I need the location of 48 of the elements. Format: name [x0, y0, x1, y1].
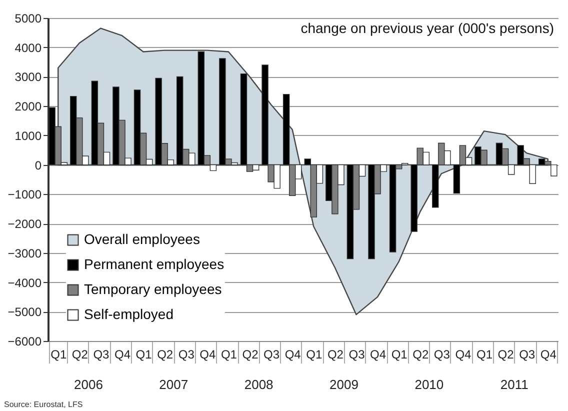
text: 2011: [500, 377, 528, 392]
y-tick-label: 0: [34, 158, 42, 172]
x-tick-label: Q4: [455, 348, 472, 362]
x-tick-label: Q4: [540, 348, 557, 362]
x-tick-label: Q1: [136, 348, 152, 362]
text: 2010: [414, 377, 444, 392]
x-tick-label: Q4: [370, 348, 386, 362]
legend-label: Overall employees: [84, 231, 200, 247]
y-tick-label: 5000: [14, 12, 42, 26]
text: 2007: [159, 377, 188, 392]
y-tick-label: −6000: [8, 334, 42, 348]
x-tick-label: Q3: [348, 348, 366, 362]
x-tick-label: Q2: [327, 348, 344, 362]
x-tick-label: Q2: [157, 348, 174, 362]
legend-label: Permanent employees: [84, 256, 224, 272]
source-note: Source: Eurostat, LFS: [4, 400, 83, 409]
x-tick-label: Q1: [220, 348, 238, 362]
text: 2008: [244, 377, 274, 392]
x-tick-label: Q2: [242, 348, 259, 362]
y-tick-label: −3000: [8, 246, 42, 260]
y-tick-label: 3000: [14, 70, 42, 84]
y-tick-label: −1000: [8, 188, 42, 202]
x-tick-label: Q2: [498, 348, 514, 362]
x-tick-label: Q1: [306, 348, 322, 362]
x-tick-label: Q2: [412, 348, 429, 362]
y-tick-label: −5000: [8, 305, 42, 320]
text: 2009: [330, 377, 358, 392]
x-tick-label: Q4: [200, 348, 216, 362]
x-tick-label: Q2: [72, 348, 88, 362]
y-tick-label: 2000: [14, 100, 42, 114]
x-tick-label: Q1: [50, 348, 67, 362]
x-tick-label: Q3: [264, 348, 280, 362]
x-tick-label: Q3: [519, 348, 536, 362]
legend-label: Self-employed: [84, 306, 174, 322]
y-tick-label: −2000: [8, 217, 42, 232]
y-tick-label: −4000: [8, 276, 42, 290]
x-tick-label: Q3: [178, 348, 195, 362]
y-tick-label: 1000: [14, 128, 42, 143]
x-tick-label: Q4: [114, 348, 131, 362]
x-tick-label: Q1: [391, 348, 408, 362]
x-tick-label: Q1: [476, 348, 493, 362]
y-tick-label: 4000: [14, 40, 42, 55]
chart-title: change on previous year (000's persons): [300, 20, 554, 36]
legend-label: Temporary employees: [84, 281, 222, 297]
x-tick-label: Q3: [93, 348, 110, 362]
x-tick-label: Q3: [434, 348, 450, 362]
x-tick-label: Q4: [284, 348, 302, 362]
text: 2006: [74, 377, 103, 392]
